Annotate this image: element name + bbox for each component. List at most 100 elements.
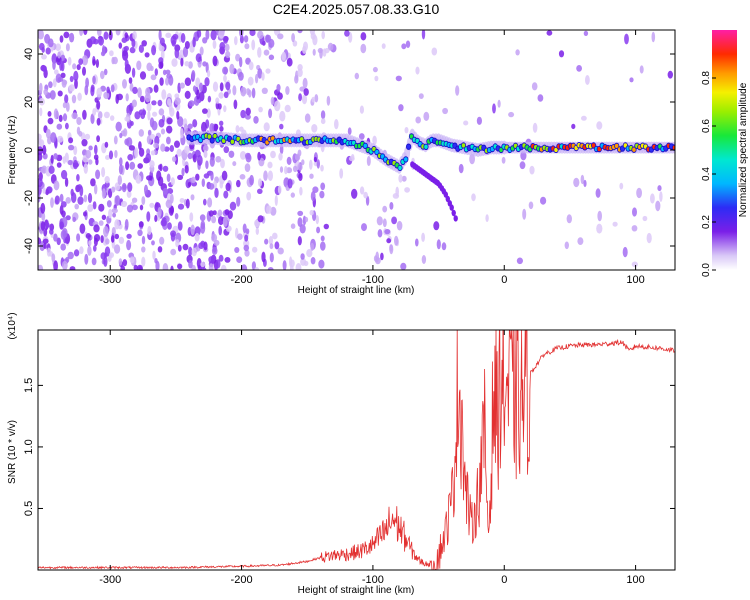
noise-blob [118, 236, 125, 244]
noise-blob [580, 174, 585, 185]
noise-blob [42, 238, 49, 244]
noise-blob [245, 228, 250, 235]
noise-blob [160, 143, 166, 152]
noise-blob [165, 77, 170, 86]
noise-blob [501, 156, 506, 164]
spectrogram-y-tick-label: -20 [23, 190, 35, 206]
colorbar-tick-label: 0.8 [701, 71, 712, 85]
noise-blob [211, 215, 217, 224]
noise-blob [126, 233, 132, 239]
noise-blob [254, 267, 260, 270]
noise-blob [298, 173, 303, 181]
ridge-blob [236, 136, 240, 142]
noise-blob [43, 88, 48, 96]
noise-blob [176, 110, 180, 120]
noise-blob [351, 154, 355, 160]
noise-blob [176, 148, 182, 157]
noise-blob [42, 65, 47, 73]
noise-blob [188, 100, 195, 107]
noise-blob [175, 239, 180, 248]
noise-blob [311, 124, 318, 133]
noise-blob [101, 214, 107, 220]
noise-blob [97, 30, 102, 37]
noise-blob [187, 181, 192, 188]
noise-blob [165, 32, 172, 38]
noise-blob [60, 229, 67, 240]
noise-blob [246, 191, 252, 201]
noise-blob [73, 70, 79, 82]
noise-blob [282, 260, 287, 270]
noise-blob [82, 109, 87, 120]
noise-blob [247, 76, 254, 86]
noise-blob [237, 233, 243, 240]
noise-blob [96, 135, 100, 143]
noise-blob [239, 174, 246, 180]
noise-blob [103, 31, 109, 40]
noise-blob [290, 223, 296, 229]
noise-blob [309, 159, 313, 170]
noise-blob [268, 108, 273, 119]
noise-blob [244, 249, 250, 257]
ridge-blob [404, 157, 408, 162]
noise-blob [320, 164, 324, 172]
noise-blob [114, 150, 118, 158]
noise-blob [372, 135, 377, 146]
snr-y-scale-note: (x10⁴) [7, 312, 18, 339]
snr-x-tick-label: 0 [501, 574, 507, 586]
noise-blob [96, 117, 101, 126]
noise-blob [577, 237, 584, 246]
noise-blob [195, 53, 202, 63]
noise-blob [91, 257, 97, 266]
noise-blob [257, 215, 264, 223]
noise-blob [149, 202, 155, 208]
noise-blob [65, 197, 71, 204]
noise-blob [177, 244, 182, 252]
noise-blob [423, 111, 430, 121]
snr-x-label: Height of straight line (km) [298, 585, 415, 596]
noise-blob [405, 40, 411, 48]
noise-blob [105, 238, 110, 245]
noise-blob [115, 30, 121, 36]
noise-blob [158, 30, 162, 41]
noise-blob [225, 182, 231, 192]
noise-blob [124, 219, 129, 230]
noise-blob [334, 119, 339, 130]
noise-blob [376, 216, 383, 226]
noise-blob [301, 159, 305, 166]
noise-blob [469, 153, 475, 165]
noise-blob [404, 187, 410, 193]
noise-blob [122, 128, 128, 137]
noise-blob [279, 166, 284, 173]
noise-blob [113, 135, 118, 145]
noise-blob [168, 102, 173, 113]
noise-blob [162, 165, 169, 172]
noise-blob [497, 99, 501, 108]
noise-blob [57, 77, 64, 82]
noise-blob [96, 100, 101, 110]
noise-blob [158, 108, 165, 116]
noise-blob [157, 246, 163, 253]
noise-blob [121, 182, 127, 193]
noise-blob [210, 30, 217, 41]
noise-blob [153, 84, 159, 93]
noise-blob [184, 164, 189, 174]
noise-blob [158, 45, 165, 52]
noise-blob [181, 167, 185, 177]
noise-blob [127, 182, 133, 193]
noise-blob [110, 115, 115, 121]
noise-blob [284, 104, 291, 113]
noise-blob [131, 197, 138, 203]
noise-blob [263, 49, 270, 56]
noise-blob [519, 161, 526, 170]
noise-blob [631, 261, 638, 268]
noise-blob [222, 216, 228, 227]
noise-blob [98, 36, 104, 46]
noise-blob [172, 156, 177, 163]
noise-blob [111, 56, 115, 65]
noise-blob [223, 91, 229, 99]
noise-blob [463, 120, 469, 126]
noise-blob [104, 176, 110, 184]
noise-blob [199, 46, 204, 56]
noise-blob [151, 120, 158, 131]
